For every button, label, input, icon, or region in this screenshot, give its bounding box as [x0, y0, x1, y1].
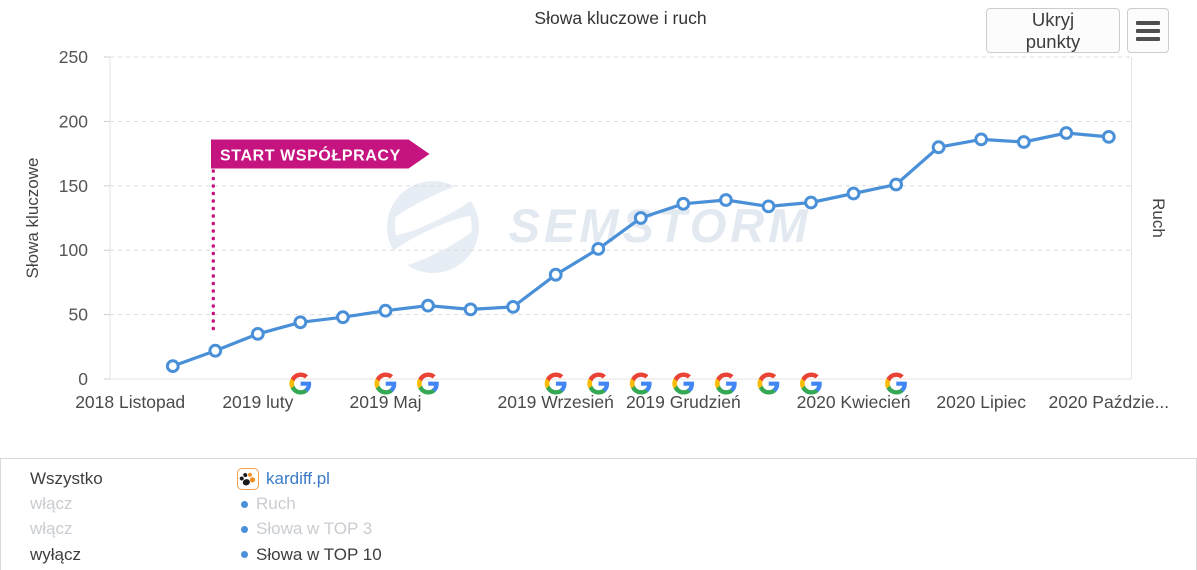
- x-axis-label: 2019 Wrzesień: [497, 392, 613, 412]
- y-axis-label: 250: [59, 47, 88, 67]
- keywords-traffic-chart: SEMSTORM 0 50 100 150 200 250 Słowa kluczowe Ruc…: [23, 47, 1170, 412]
- series-bullet-icon: [241, 500, 248, 508]
- hamburger-icon: [1136, 20, 1160, 41]
- y-axis-label: 0: [78, 369, 88, 389]
- data-point[interactable]: [889, 177, 903, 192]
- x-axis-label: 2019 Maj: [350, 392, 422, 412]
- semstorm-watermark: SEMSTORM: [509, 199, 812, 252]
- y-axis-label: 150: [59, 176, 88, 196]
- legend-item-label: Ruch: [256, 494, 296, 514]
- data-point[interactable]: [336, 310, 350, 325]
- toggle-all-label: Wszystko: [30, 468, 103, 488]
- y-axis-label: 100: [59, 240, 88, 260]
- chart-card: SEMSTORM 0 50 100 150 200 250 Słowa kluczowe Ruc…: [23, 8, 1170, 412]
- hide-points-button[interactable]: Ukryj punkty: [986, 8, 1120, 53]
- start-cooperation-banner: [211, 139, 430, 169]
- data-point[interactable]: [1059, 126, 1074, 140]
- data-point[interactable]: [165, 359, 180, 374]
- data-point[interactable]: [846, 186, 861, 201]
- y-axis-title-right: Ruch: [1149, 198, 1168, 238]
- data-point[interactable]: [208, 343, 223, 358]
- paw-favicon-icon: [237, 467, 259, 490]
- site-link[interactable]: kardiff.pl: [266, 468, 330, 488]
- x-axis-label: 2019 Grudzień: [626, 392, 741, 412]
- legend-panel: Wszystko włącz włącz wyłącz: [0, 458, 1197, 570]
- x-axis-label: 2018 Listopad: [75, 392, 185, 412]
- data-point[interactable]: [804, 195, 818, 210]
- legend-item-label: Słowa w TOP 3: [256, 519, 373, 539]
- legend-item-ruch[interactable]: Ruch: [237, 491, 382, 516]
- x-axis-label: 2020 Paździe...: [1049, 392, 1170, 412]
- start-cooperation-banner-label: START WSPÓŁPRACY: [220, 146, 401, 165]
- data-point[interactable]: [506, 300, 520, 314]
- data-point[interactable]: [633, 211, 648, 225]
- data-point[interactable]: [719, 193, 733, 207]
- x-axis-label: 2020 Kwiecień: [797, 392, 911, 412]
- data-point[interactable]: [591, 242, 606, 256]
- data-point[interactable]: [761, 199, 776, 214]
- data-point[interactable]: [1101, 130, 1116, 144]
- site-row: kardiff.pl: [237, 466, 382, 491]
- data-point[interactable]: [676, 196, 691, 211]
- y-axis-title-left: Słowa kluczowe: [23, 158, 42, 279]
- toggle-enable-ruch[interactable]: włącz: [30, 494, 73, 514]
- toggle-enable-top3[interactable]: włącz: [30, 519, 73, 539]
- data-point[interactable]: [463, 302, 478, 317]
- legend-item-top10[interactable]: Słowa w TOP 10: [237, 542, 382, 567]
- data-point[interactable]: [1016, 135, 1031, 149]
- series-bullet-icon: [241, 525, 248, 533]
- y-axis-label: 200: [59, 111, 88, 131]
- data-point[interactable]: [931, 140, 946, 155]
- data-point[interactable]: [548, 267, 563, 282]
- legend-item-top3[interactable]: Słowa w TOP 3: [237, 517, 382, 542]
- chart-title: Słowa kluczowe i ruch: [534, 8, 707, 28]
- data-point[interactable]: [250, 327, 265, 341]
- globe-swirl: [380, 181, 486, 237]
- data-point[interactable]: [421, 298, 435, 313]
- toggle-disable-top10[interactable]: wyłącz: [30, 544, 82, 564]
- x-axis-label: 2020 Lipiec: [936, 392, 1026, 412]
- toggle-column: Wszystko włącz włącz wyłącz: [30, 466, 103, 568]
- data-point[interactable]: [974, 132, 989, 147]
- legend-item-label: Słowa w TOP 10: [256, 544, 382, 564]
- series-bullet-icon: [241, 551, 248, 559]
- google-g-icon[interactable]: [757, 372, 780, 395]
- data-point[interactable]: [378, 303, 393, 318]
- globe-swirl: [377, 215, 483, 271]
- y-axis-label: 50: [69, 305, 89, 325]
- menu-button[interactable]: [1127, 8, 1169, 53]
- data-point[interactable]: [293, 315, 308, 330]
- x-axis-label: 2019 luty: [222, 392, 293, 412]
- series-column: kardiff.pl Ruch Słowa w TOP 3 Słowa w TO…: [237, 466, 382, 568]
